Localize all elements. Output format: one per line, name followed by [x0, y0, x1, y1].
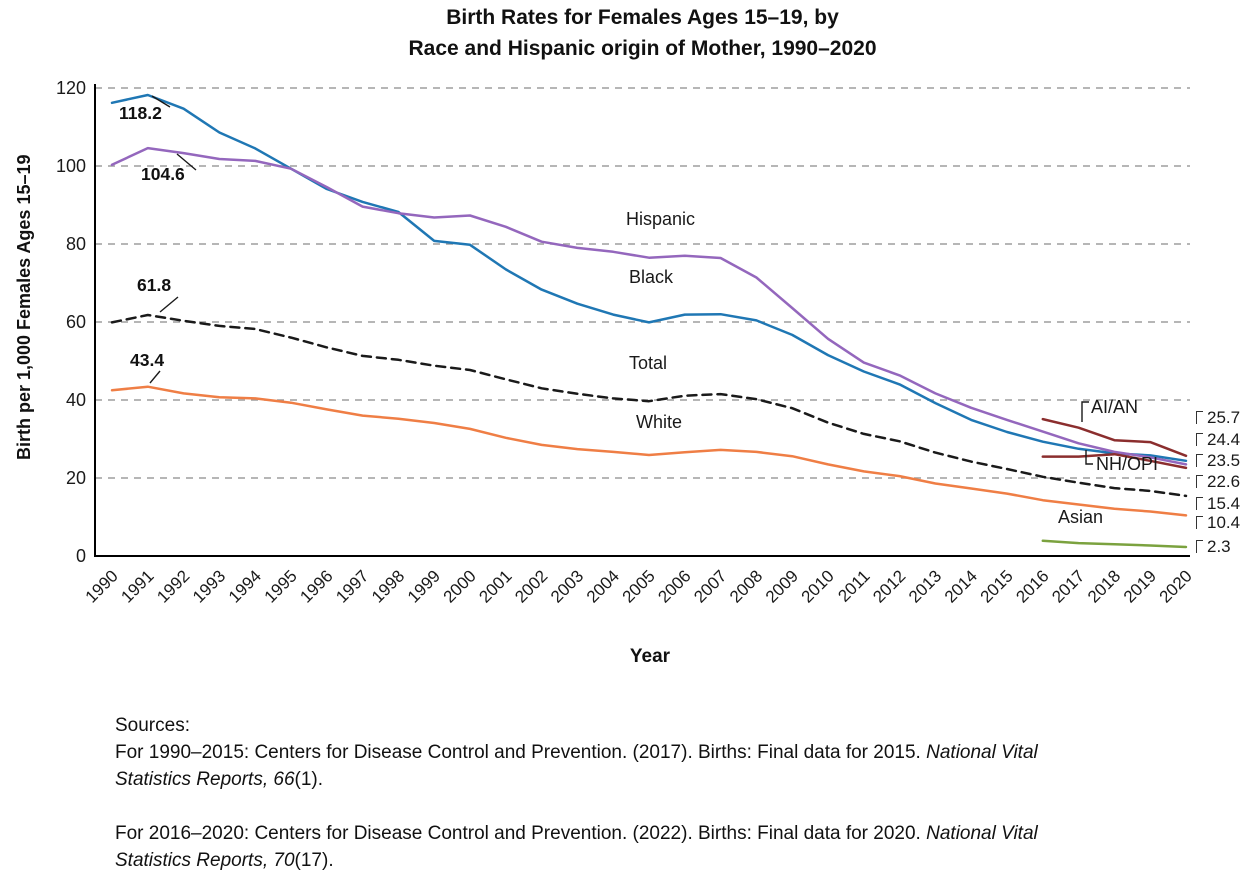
- svg-text:2010: 2010: [798, 566, 838, 606]
- svg-text:2016: 2016: [1012, 566, 1052, 606]
- svg-text:2000: 2000: [440, 566, 480, 606]
- series-label-nhopi: NH/OPI: [1096, 454, 1159, 474]
- svg-text:1995: 1995: [261, 566, 301, 606]
- svg-text:1991: 1991: [117, 566, 157, 606]
- series-label-asian: Asian: [1058, 507, 1104, 527]
- source-text: For 1990–2015: Centers for Disease Contr…: [115, 742, 927, 763]
- x-axis-title: Year: [629, 646, 671, 667]
- svg-text:1993: 1993: [189, 566, 229, 606]
- sources-heading: Sources:: [115, 715, 190, 736]
- svg-text:2005: 2005: [619, 566, 659, 606]
- chart-title: Birth Rates for Females Ages 15–19, by R…: [95, 2, 1190, 64]
- callout-total-peak: 61.8: [137, 275, 172, 295]
- end-value-hispanic: 23.5: [1196, 451, 1240, 471]
- svg-text:2013: 2013: [905, 566, 945, 606]
- svg-text:120: 120: [56, 78, 86, 98]
- svg-text:1998: 1998: [368, 566, 408, 606]
- svg-text:0: 0: [76, 546, 86, 566]
- svg-text:1994: 1994: [225, 566, 265, 606]
- x-tick-labels: 1990199119921993199419951996199719981999…: [82, 566, 1196, 606]
- svg-text:2009: 2009: [762, 566, 802, 606]
- bracket-aian: [1081, 401, 1089, 422]
- svg-text:20: 20: [66, 468, 86, 488]
- leader-61-8: [159, 296, 179, 313]
- svg-text:2018: 2018: [1084, 566, 1124, 606]
- svg-text:2008: 2008: [726, 566, 766, 606]
- sources: Sources: For 1990–2015: Centers for Dise…: [115, 712, 1215, 874]
- series-label-aian: AI/AN: [1091, 397, 1139, 417]
- svg-text:2014: 2014: [941, 566, 981, 606]
- svg-text:100: 100: [56, 156, 86, 176]
- svg-text:2003: 2003: [547, 566, 587, 606]
- bracket-nhopi: [1085, 450, 1093, 465]
- source-journal-text: National Vital: [926, 742, 1038, 763]
- end-value-total: 15.4: [1196, 494, 1240, 514]
- callout-black-peak: 118.2: [119, 103, 162, 123]
- series-label-white: White: [636, 412, 683, 432]
- svg-text:1997: 1997: [332, 566, 372, 606]
- source-journal-text: National Vital: [926, 823, 1038, 844]
- end-value-aian: 25.7: [1196, 408, 1240, 428]
- series-label-black: Black: [629, 267, 674, 287]
- source-text: (1).: [294, 769, 324, 790]
- source-journal-text: Statistics Reports, 66: [115, 769, 295, 790]
- svg-text:2002: 2002: [511, 566, 551, 606]
- source-text: For 2016–2020: Centers for Disease Contr…: [115, 823, 927, 844]
- end-value-black: 24.4: [1196, 430, 1240, 450]
- axes: [94, 84, 1190, 557]
- annotation-leaders: [149, 95, 1093, 465]
- data-series: [110, 93, 1188, 549]
- callout-white-peak: 43.4: [130, 350, 165, 370]
- svg-text:2015: 2015: [977, 566, 1017, 606]
- svg-text:1992: 1992: [153, 566, 193, 606]
- svg-text:2007: 2007: [690, 566, 730, 606]
- svg-text:1996: 1996: [296, 566, 336, 606]
- leader-104-6: [176, 153, 197, 171]
- svg-text:80: 80: [66, 234, 86, 254]
- source-paragraph: For 1990–2015: Centers for Disease Contr…: [115, 739, 1215, 793]
- end-value-nhopi: 22.6: [1196, 472, 1240, 492]
- svg-text:2001: 2001: [475, 566, 515, 606]
- callout-hispanic-peak: 104.6: [141, 164, 185, 184]
- svg-text:2020: 2020: [1156, 566, 1196, 606]
- svg-text:2011: 2011: [834, 566, 873, 605]
- source-text: (17).: [294, 850, 334, 871]
- source-journal-text: Statistics Reports, 70: [115, 850, 295, 871]
- series-label-hispanic: Hispanic: [626, 209, 696, 229]
- end-value-asian: 2.3: [1196, 537, 1231, 557]
- svg-text:2017: 2017: [1048, 566, 1088, 606]
- svg-text:60: 60: [66, 312, 86, 332]
- svg-text:2012: 2012: [869, 566, 909, 606]
- series-label-total: Total: [629, 353, 668, 373]
- svg-text:2019: 2019: [1120, 566, 1160, 606]
- svg-text:40: 40: [66, 390, 86, 410]
- leader-118-2: [151, 95, 171, 108]
- chart-title-line2: Race and Hispanic origin of Mother, 1990…: [408, 37, 877, 60]
- svg-text:2004: 2004: [583, 566, 623, 606]
- chart-canvas: 0 20 40 60 80 100 120 199019911992199319941995…: [56, 78, 1196, 607]
- svg-text:2006: 2006: [654, 566, 694, 606]
- chart-title-line1: Birth Rates for Females Ages 15–19, by: [446, 6, 839, 29]
- sources-paragraphs: For 1990–2015: Centers for Disease Contr…: [115, 739, 1215, 874]
- end-value-white: 10.4: [1196, 513, 1240, 533]
- leader-43-4: [149, 370, 161, 384]
- svg-text:1990: 1990: [82, 566, 122, 606]
- source-paragraph: For 2016–2020: Centers for Disease Contr…: [115, 820, 1215, 874]
- svg-text:1999: 1999: [404, 566, 444, 606]
- y-tick-labels: 0 20 40 60 80 100 120: [56, 78, 86, 566]
